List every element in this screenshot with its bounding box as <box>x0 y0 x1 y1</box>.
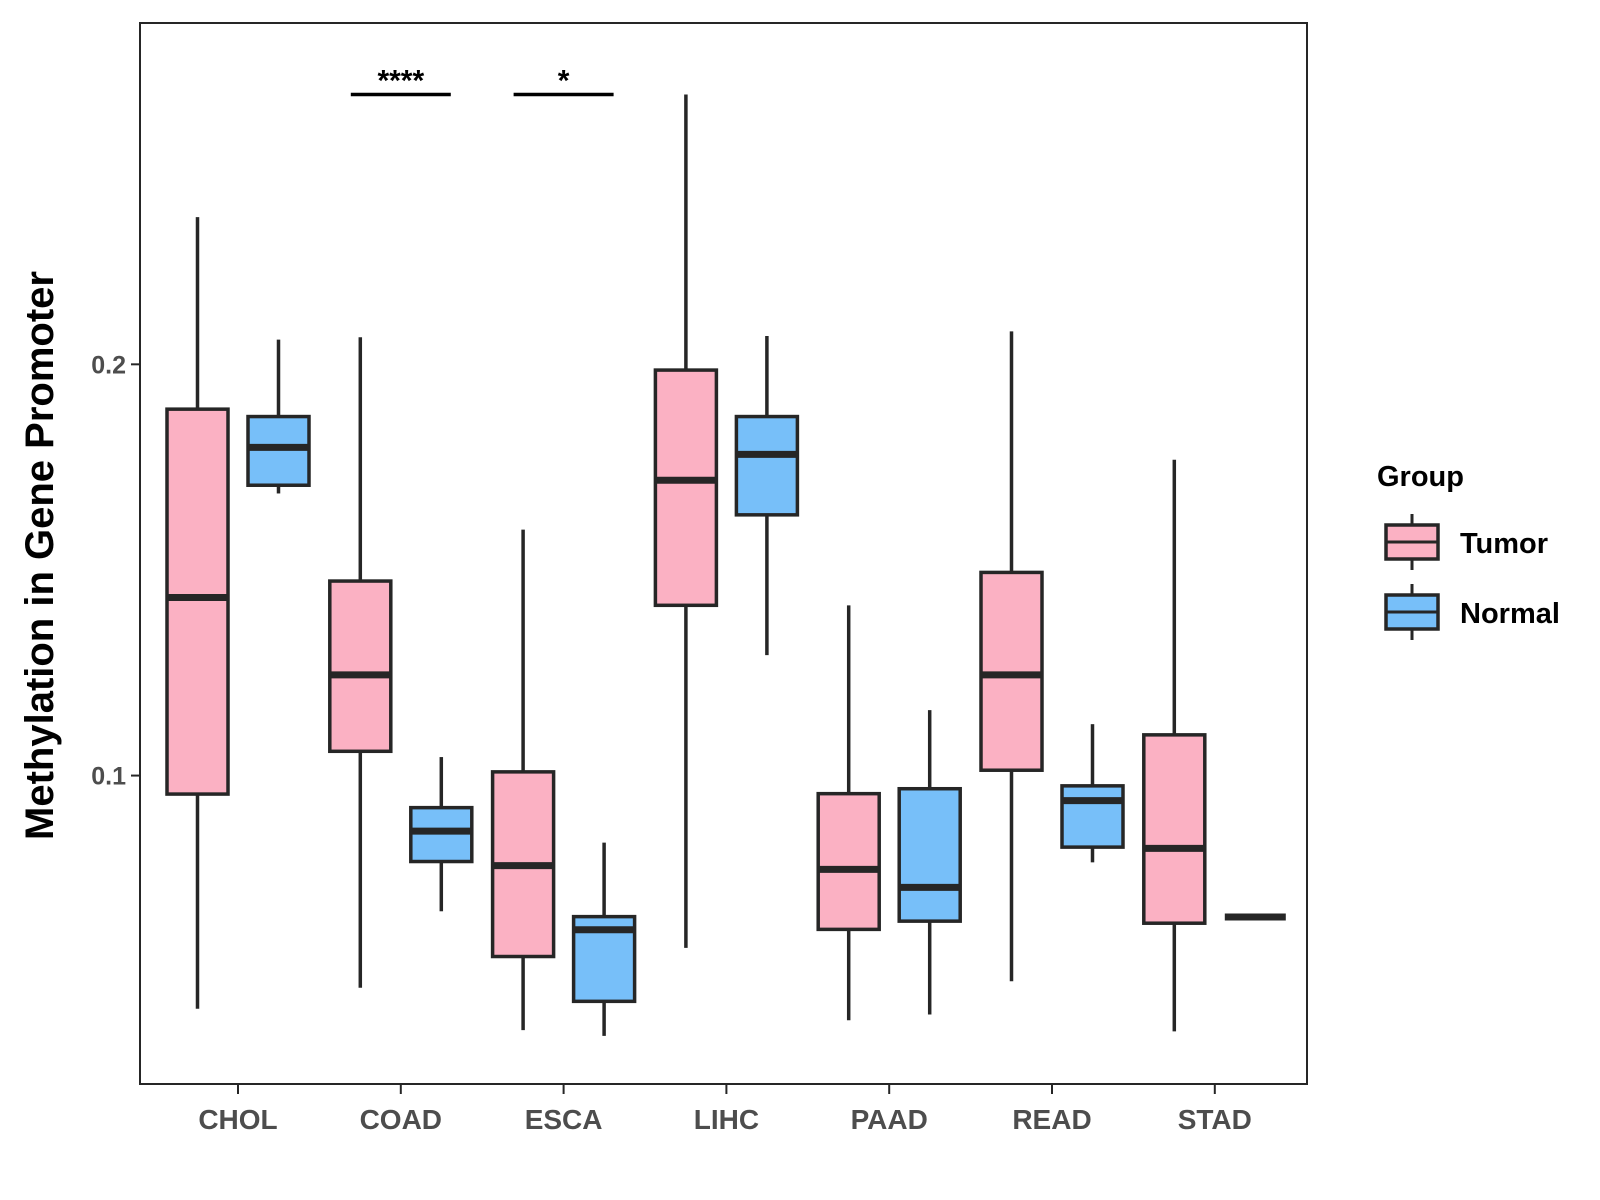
significance-coad: **** <box>350 65 451 98</box>
x-tick-label-paad: PAAD <box>851 1104 928 1135</box>
significance-annotations: **** * <box>350 65 614 98</box>
y-tick-label: 0.2 <box>91 351 126 379</box>
x-axis: CHOL COAD ESCA LIHC PAAD READ STAD <box>198 1084 1252 1135</box>
y-axis-title: Methylation in Gene Promoter <box>18 271 62 840</box>
legend-label: Tumor <box>1460 528 1548 560</box>
box-normal-chol <box>246 339 311 494</box>
box-tumor-esca <box>490 529 556 1031</box>
significance-label: **** <box>377 65 424 98</box>
significance-esca: * <box>513 65 614 98</box>
box-tumor-stad-iqr-box <box>1142 733 1207 925</box>
box-tumor-coad <box>328 337 393 988</box>
box-normal-paad-iqr-box <box>897 786 962 923</box>
box-tumor-coad-iqr-box <box>328 579 393 754</box>
box-tumor-read <box>979 331 1044 982</box>
x-tick-label-lihc: LIHC <box>694 1104 759 1135</box>
legend-label: Normal <box>1460 598 1560 630</box>
box-tumor-paad <box>816 605 881 1021</box>
box-tumor-chol <box>165 217 230 1009</box>
box-normal-esca <box>571 842 637 1036</box>
legend: Group Tumor Normal <box>1377 461 1560 640</box>
box-normal-paad <box>897 710 962 1015</box>
box-normal-read-iqr-box <box>1060 784 1125 849</box>
box-tumor-lihc <box>653 94 719 948</box>
legend-title: Group <box>1377 461 1464 493</box>
legend-item-tumor: Tumor <box>1384 514 1548 570</box>
box-normal-coad <box>409 757 474 912</box>
x-tick-label-coad: COAD <box>360 1104 442 1135</box>
significance-label: * <box>558 65 570 98</box>
box-tumor-lihc-iqr-box <box>653 368 719 608</box>
y-axis: 0.1 0.2 <box>91 351 140 791</box>
x-tick-label-chol: CHOL <box>198 1104 277 1135</box>
boxes-layer <box>165 94 1286 1036</box>
x-tick-label-stad: STAD <box>1178 1104 1252 1135</box>
box-normal-read <box>1060 724 1125 863</box>
plot-panel <box>139 22 1308 1085</box>
box-tumor-stad <box>1142 459 1207 1032</box>
box-normal-lihc <box>734 335 800 656</box>
x-tick-label-esca: ESCA <box>525 1104 603 1135</box>
box-normal-lihc-iqr-box <box>734 414 800 517</box>
x-tick-label-read: READ <box>1012 1104 1091 1135</box>
box-tumor-paad-iqr-box <box>816 791 881 932</box>
y-tick-label: 0.1 <box>91 763 126 791</box>
box-tumor-chol-iqr-box <box>165 407 230 796</box>
legend-item-normal: Normal <box>1384 584 1560 640</box>
